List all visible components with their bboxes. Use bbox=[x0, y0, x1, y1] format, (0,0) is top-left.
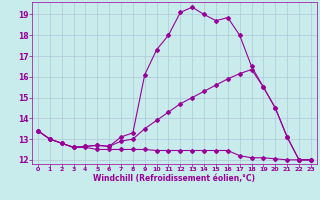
X-axis label: Windchill (Refroidissement éolien,°C): Windchill (Refroidissement éolien,°C) bbox=[93, 174, 255, 183]
